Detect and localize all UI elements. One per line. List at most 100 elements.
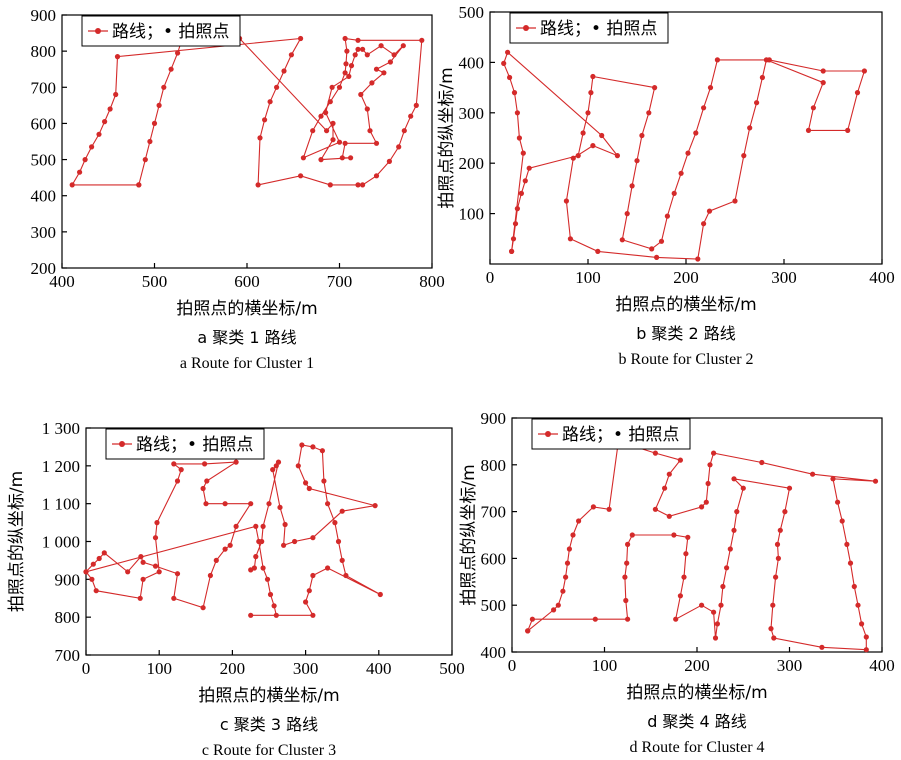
y-tick-label: 400: [459, 53, 485, 72]
photo-point: [303, 599, 309, 605]
y-tick-label: 700: [481, 503, 507, 522]
x-tick-label: 400: [869, 656, 895, 675]
photo-point: [408, 113, 414, 119]
photo-point: [570, 532, 576, 538]
photo-point: [835, 499, 841, 505]
photo-point: [649, 246, 655, 252]
x-tick-label: 200: [684, 656, 710, 675]
photo-point: [685, 534, 691, 540]
legend-box: [105, 428, 265, 460]
y-tick-label: 900: [55, 570, 81, 589]
photo-point: [720, 583, 726, 590]
photo-point: [295, 463, 301, 469]
x-axis-label: 拍照点的横坐标/m: [615, 295, 756, 315]
legend-label: 路线；• 拍照点: [112, 22, 229, 42]
photo-point: [514, 110, 521, 116]
legend-label: 路线；• 拍照点: [562, 425, 679, 445]
legend-label: 路线；• 拍照点: [540, 19, 657, 39]
photo-point: [339, 508, 345, 514]
photo-point: [770, 602, 776, 608]
photo-point: [114, 54, 121, 60]
photo-point: [364, 106, 370, 112]
photo-point: [321, 478, 327, 484]
x-tick-label: 500: [142, 272, 168, 291]
photo-point: [526, 165, 532, 171]
photo-point: [151, 120, 158, 126]
photo-point: [203, 501, 209, 507]
x-tick-label: 800: [419, 272, 445, 291]
photo-point: [820, 68, 826, 74]
x-tick-label: 100: [592, 656, 618, 675]
photo-point: [259, 538, 265, 545]
y-axis-label: 拍照点的纵坐标/m: [7, 471, 27, 612]
y-tick-label: 300: [31, 223, 57, 242]
photo-point: [576, 518, 582, 524]
photo-point: [281, 68, 287, 74]
y-tick-label: 500: [459, 3, 485, 22]
photo-point: [288, 52, 294, 58]
x-tick-label: 400: [869, 268, 895, 287]
photo-point: [343, 61, 349, 67]
photo-point: [174, 571, 181, 577]
photo-point: [358, 91, 364, 98]
photo-point: [624, 560, 630, 566]
photo-point: [863, 647, 869, 653]
photo-point: [255, 182, 261, 188]
photo-point: [712, 635, 719, 641]
photo-point: [270, 467, 276, 473]
x-tick-label: 100: [575, 268, 601, 287]
x-axis-label: 拍照点的横坐标/m: [198, 686, 339, 706]
photo-point: [683, 551, 689, 557]
photo-point: [381, 70, 387, 76]
photo-point: [310, 444, 316, 450]
photo-point: [588, 90, 594, 96]
caption-en: d Route for Cluster 4: [629, 739, 764, 756]
photo-point: [759, 74, 766, 81]
photo-point: [339, 155, 345, 161]
photo-point: [734, 509, 740, 515]
plot-frame: [511, 417, 883, 653]
caption-cn: b 聚类 2 路线: [636, 324, 736, 343]
photo-point: [845, 127, 851, 133]
y-tick-label: 700: [31, 78, 57, 97]
x-tick-label: 0: [508, 656, 517, 675]
y-tick-label: 500: [31, 151, 57, 170]
route-line: [503, 51, 866, 260]
photo-point: [282, 521, 288, 528]
legend-point-swatch: [119, 441, 125, 447]
photo-point: [507, 74, 513, 81]
photo-point: [82, 157, 88, 163]
x-tick-label: 300: [777, 656, 803, 675]
photo-point: [360, 46, 366, 52]
photo-point: [707, 462, 713, 468]
photo-point: [564, 560, 571, 566]
y-tick-label: 900: [31, 6, 57, 25]
photo-point: [267, 591, 274, 598]
photo-point: [101, 550, 107, 556]
photo-point: [310, 535, 316, 541]
photo-point: [590, 504, 597, 510]
photo-point: [253, 523, 259, 530]
photo-point: [677, 457, 684, 463]
y-tick-label: 400: [481, 643, 507, 662]
legend-box: [531, 418, 691, 450]
photo-point: [69, 182, 75, 188]
photo-point: [551, 607, 557, 613]
photo-point: [342, 35, 348, 42]
photo-point: [855, 602, 861, 608]
photo-point: [330, 137, 336, 143]
photo-point: [325, 501, 331, 507]
photo-point: [396, 144, 402, 150]
photo-point: [625, 616, 631, 622]
photo-point: [355, 37, 361, 43]
photo-point: [83, 569, 89, 575]
photo-point: [175, 50, 181, 56]
photo-point: [590, 143, 596, 149]
photo-point: [872, 478, 879, 484]
x-tick-label: 200: [220, 659, 246, 678]
photo-point: [233, 523, 239, 530]
photo-point: [222, 501, 228, 507]
photo-point: [330, 120, 336, 126]
photo-point: [851, 583, 857, 590]
photo-point: [768, 626, 774, 632]
